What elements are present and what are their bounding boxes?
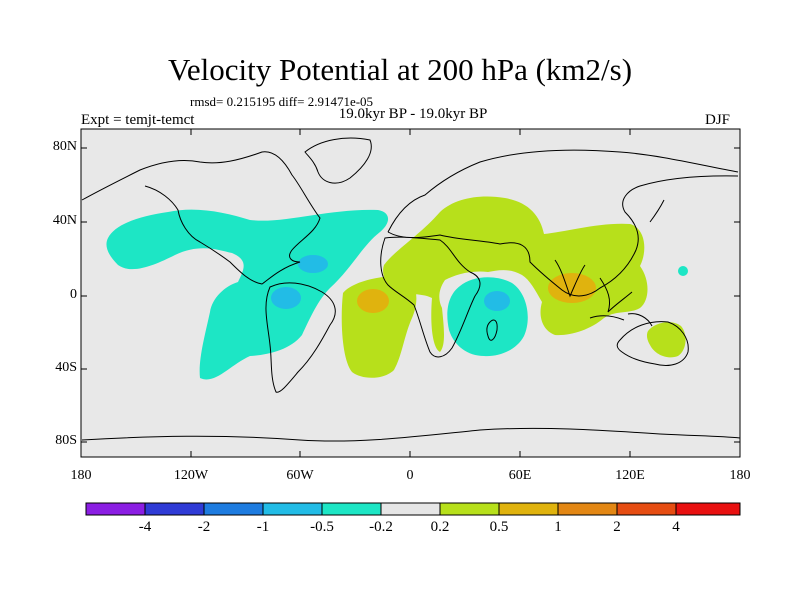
colorbar-label: -4 [138,519,152,535]
colorbar-swatch-8 [499,503,558,515]
lat-label-80n: 80N [52,139,77,154]
region-madagascar [484,291,510,311]
colorbar-swatch-11 [676,503,740,515]
lon-label-180e: 180 [729,468,751,483]
colorbar-label: 4 [672,519,680,535]
lat-label-80s: 80S [55,433,77,448]
lat-label-0: 0 [70,287,77,302]
contour-fills [106,196,688,380]
colorbar-label: 2 [613,519,621,535]
colorbar-swatch-7 [440,503,499,515]
region-bay-of-bengal-max [548,273,596,303]
colorbar-label: -1 [256,519,270,535]
colorbar-label: 0.5 [489,519,509,535]
colorbar [85,502,741,516]
map-title: Velocity Potential at 200 hPa (km2/s) [167,52,633,87]
lat-label-40s: 40S [55,360,77,375]
stats-text: rmsd= 0.215195 diff= 2.91471e-05 [190,94,374,109]
colorbar-swatch-2 [145,503,204,515]
period-label: 19.0kyr BP - 19.0kyr BP [338,106,488,122]
region-north-america [106,209,389,380]
region-indian-ocean-west [447,277,528,357]
colorbar-label: -0.2 [369,519,393,535]
lat-label-40n: 40N [52,213,77,228]
lon-label-60w: 60W [286,468,314,483]
lon-label-120e: 120E [615,468,645,483]
colorbar-label: 0.2 [430,519,450,535]
colorbar-swatch-4 [263,503,322,515]
colorbar-swatch-3 [204,503,263,515]
colorbar-label: -2 [197,519,211,535]
colorbar-swatch-10 [617,503,676,515]
experiment-label: Expt = temjt-temct [81,112,195,128]
colorbar-swatch-9 [558,503,617,515]
region-eurasia-indian [383,196,648,352]
region-east-atlantic-max [357,289,389,313]
region-south-america [271,287,301,309]
region-pacific-island [678,266,688,276]
lon-label-0: 0 [406,468,414,483]
ticks [81,129,740,457]
lon-label-60e: 60E [508,468,532,483]
lon-label-120w: 120W [173,468,209,483]
lon-label-180w: 180 [70,468,92,483]
region-caribbean [298,255,328,273]
colorbar-swatch-1 [86,503,145,515]
region-australia [646,322,686,358]
colorbar-swatch-5 [322,503,381,515]
season-label: DJF [705,112,731,128]
colorbar-swatch-6 [381,503,440,515]
colorbar-label: 1 [554,519,562,535]
colorbar-label: -0.5 [310,519,334,535]
coastlines [81,137,741,442]
